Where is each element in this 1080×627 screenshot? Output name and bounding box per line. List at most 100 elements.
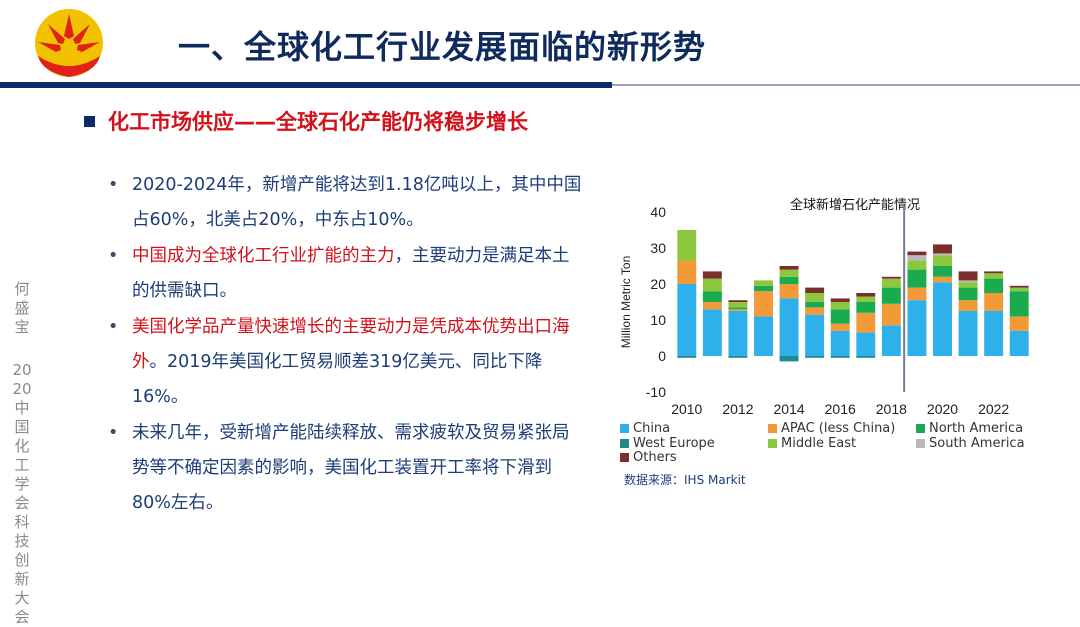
bar-segment bbox=[830, 323, 850, 331]
bar-negative bbox=[805, 356, 825, 358]
bar-segment bbox=[728, 307, 748, 310]
bar-segment bbox=[805, 307, 825, 315]
bar-segment bbox=[1009, 316, 1029, 331]
square-bullet-icon bbox=[84, 115, 95, 127]
bar-segment bbox=[881, 278, 901, 288]
bullet-dot-icon: • bbox=[108, 246, 119, 266]
bullet-item: • 中国成为全球化工行业扩能的主力，主要动力是满足本土的供需缺口。 bbox=[106, 239, 586, 309]
legend-label: China bbox=[633, 421, 671, 436]
bar-segment bbox=[779, 276, 799, 284]
bar-segment bbox=[754, 316, 773, 356]
bar-segment bbox=[933, 253, 952, 256]
bar-segment bbox=[677, 284, 697, 356]
bar-segment bbox=[984, 311, 1004, 356]
bar-segment bbox=[907, 260, 927, 270]
bar-segment bbox=[984, 271, 1004, 274]
legend-swatch bbox=[768, 438, 777, 448]
legend-swatch bbox=[620, 424, 629, 433]
bar-segment bbox=[728, 302, 748, 308]
x-tick-label: 2014 bbox=[773, 401, 804, 417]
legend-entry: Middle East bbox=[768, 436, 856, 451]
bar-segment bbox=[702, 309, 722, 356]
bar-segment bbox=[779, 269, 799, 277]
bar-negative bbox=[856, 356, 876, 358]
legend-swatch bbox=[620, 453, 629, 462]
bar-segment bbox=[881, 303, 901, 326]
y-tick-label: 20 bbox=[650, 276, 666, 292]
legend-entry: APAC (less China) bbox=[768, 421, 895, 436]
legend-entry: China bbox=[620, 421, 670, 436]
legend-swatch bbox=[916, 424, 925, 433]
bullet-dot-icon: • bbox=[108, 317, 119, 337]
bar-segment bbox=[830, 298, 850, 302]
legend-swatch bbox=[768, 424, 777, 433]
legend-label: APAC (less China) bbox=[781, 421, 896, 436]
side-watermark: 何盛宝 2020中国化工学会科技创新大会 bbox=[10, 280, 34, 627]
side-author: 何盛宝 bbox=[14, 280, 30, 336]
legend-label: South America bbox=[929, 435, 1025, 451]
bar-segment bbox=[907, 255, 927, 261]
bar-segment bbox=[805, 287, 825, 293]
bar-segment bbox=[1009, 287, 1029, 292]
bar-negative bbox=[779, 356, 799, 362]
bar-segment bbox=[958, 287, 978, 301]
bar-segment bbox=[779, 284, 799, 299]
x-tick-label: 2016 bbox=[825, 401, 856, 417]
y-tick-label: 40 bbox=[650, 204, 666, 220]
bar-segment bbox=[830, 309, 850, 324]
bullet-item: • 2020-2024年，新增产能将达到1.18亿吨以上，其中中国占60%，北美占… bbox=[106, 168, 586, 238]
bar-segment bbox=[754, 285, 773, 292]
bar-segment bbox=[677, 230, 697, 261]
x-tick-label: 2018 bbox=[876, 401, 907, 417]
bar-segment bbox=[933, 244, 952, 254]
bar-segment bbox=[933, 282, 952, 356]
bar-segment bbox=[881, 287, 901, 304]
bar-segment bbox=[958, 282, 978, 288]
chart-title: 全球新增石化产能情况 bbox=[790, 198, 921, 213]
bar-segment bbox=[1009, 291, 1029, 317]
y-tick-label: 0 bbox=[658, 348, 666, 364]
bar-segment bbox=[984, 273, 1004, 279]
bullet-dot-icon: • bbox=[108, 423, 119, 443]
legend-swatch bbox=[916, 438, 925, 448]
bar-segment bbox=[754, 280, 773, 286]
bar-segment bbox=[907, 287, 927, 301]
legend-label: West Europe bbox=[633, 435, 715, 451]
bar-segment bbox=[805, 314, 825, 356]
legend-entry: North America bbox=[916, 421, 1023, 436]
bar-segment bbox=[881, 325, 901, 356]
bar-segment bbox=[702, 271, 722, 279]
x-tick-label: 2012 bbox=[722, 401, 753, 417]
bar-segment bbox=[702, 291, 722, 302]
bullet-item: • 未来几年，受新增产能陆续释放、需求疲软及贸易紧张局势等不确定因素的影响，美国化… bbox=[106, 416, 586, 521]
bar-segment bbox=[907, 300, 927, 356]
legend-entry: Others bbox=[620, 450, 677, 465]
legend-entry: West Europe bbox=[620, 436, 715, 451]
bar-segment bbox=[702, 278, 722, 292]
bar-segment bbox=[856, 293, 876, 297]
bar-segment bbox=[856, 312, 876, 333]
bar-segment bbox=[856, 296, 876, 302]
legend-swatch bbox=[620, 438, 629, 448]
y-tick-label: 30 bbox=[650, 240, 666, 256]
side-event: 2020中国化工学会科技创新大会 bbox=[12, 361, 32, 626]
bullet-text: 2020-2024年，新增产能将达到1.18亿吨以上，其中中国占60%，北美占2… bbox=[132, 175, 582, 230]
page-title: 一、全球化工行业发展面临的新形势 bbox=[178, 28, 707, 66]
bullet-text: 美国化学品产量快速增长的主要动力是凭成本优势出口海外 bbox=[132, 317, 570, 372]
bar-segment bbox=[805, 293, 825, 302]
bar-segment bbox=[805, 302, 825, 308]
data-source: 数据来源：IHS Markit bbox=[624, 473, 746, 487]
bar-segment bbox=[830, 302, 850, 310]
bar-segment bbox=[728, 300, 748, 302]
bar-segment bbox=[1009, 285, 1029, 288]
company-logo bbox=[35, 9, 103, 77]
bar-segment bbox=[881, 276, 901, 279]
bullet-list: • 2020-2024年，新增产能将达到1.18亿吨以上，其中中国占60%，北美占… bbox=[106, 168, 586, 522]
capacity-bar-chart: -10 0 10 20 30 40 Million Metric Ton 2010 2012 20… bbox=[619, 204, 1029, 417]
bar-segment bbox=[677, 260, 697, 284]
bar-segment bbox=[830, 330, 850, 356]
bar-segment bbox=[958, 311, 978, 356]
bar-segment bbox=[856, 302, 876, 313]
bar-segment bbox=[984, 278, 1004, 293]
section-heading: 化工市场供应——全球石化产能仍将稳步增长 bbox=[84, 106, 528, 136]
